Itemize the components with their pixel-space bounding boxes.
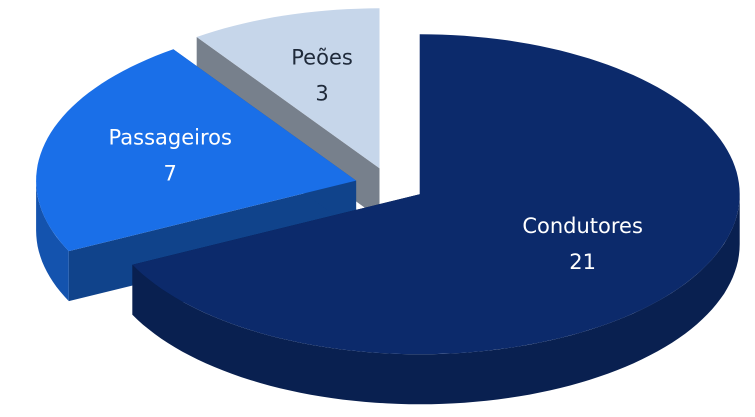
slice-label: Condutores	[522, 214, 643, 238]
slice-side	[36, 180, 69, 302]
slice	[36, 49, 357, 252]
slice-value: 7	[164, 162, 177, 186]
slice	[132, 34, 740, 355]
slice-label: Passageiros	[109, 126, 232, 150]
slice-value: 3	[315, 82, 328, 106]
slice-side	[132, 194, 740, 405]
slice-label: Peões	[291, 46, 353, 70]
slice-value: 21	[569, 250, 596, 274]
slice-group: Condutores 21	[132, 34, 740, 405]
slice	[196, 8, 380, 169]
